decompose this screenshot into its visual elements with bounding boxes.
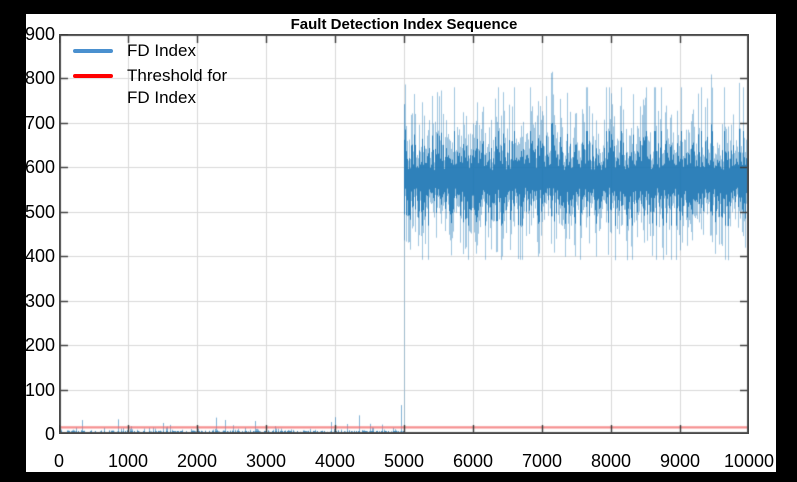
y-tick-label: 100 (24, 379, 55, 400)
y-tick-label: 500 (24, 201, 55, 222)
x-tick-label: 9000 (659, 451, 701, 471)
chart-title: Fault Detection Index Sequence (290, 16, 518, 33)
y-tick-label: 300 (24, 290, 55, 311)
y-tick-label: 0 (44, 424, 55, 444)
x-tick-label: 7000 (521, 451, 563, 471)
y-tick-label: 400 (24, 246, 55, 267)
y-tick-label: 200 (24, 335, 55, 356)
legend-label: Threshold for FD Index (127, 66, 228, 107)
x-tick-label: 1000 (107, 451, 149, 471)
legend-entry: FD Index (73, 40, 227, 62)
x-tick-label: 3000 (245, 451, 287, 471)
chart-canvas (59, 34, 749, 434)
y-tick-label: 800 (24, 68, 55, 89)
y-tick-label: 700 (24, 112, 55, 133)
legend-line-swatch (73, 49, 113, 53)
legend-label: FD Index (127, 41, 196, 60)
y-tick-label: 900 (24, 24, 55, 44)
y-tick-label: 600 (24, 157, 55, 178)
x-tick-label: 0 (53, 451, 64, 471)
plot-area: FD Index Threshold for FD Index (59, 34, 749, 434)
legend-line-swatch (73, 74, 113, 78)
x-tick-label: 5000 (383, 451, 425, 471)
x-tick-label: 2000 (176, 451, 218, 471)
legend-entry: Threshold for FD Index (73, 65, 227, 109)
legend: FD Index Threshold for FD Index (73, 40, 227, 112)
x-tick-label: 4000 (314, 451, 356, 471)
x-tick-label: 6000 (452, 451, 494, 471)
figure-area: Fault Detection Index Sequence FD Index T… (25, 14, 776, 472)
x-tick-label: 8000 (590, 451, 632, 471)
x-tick-label: 10000 (723, 451, 775, 471)
